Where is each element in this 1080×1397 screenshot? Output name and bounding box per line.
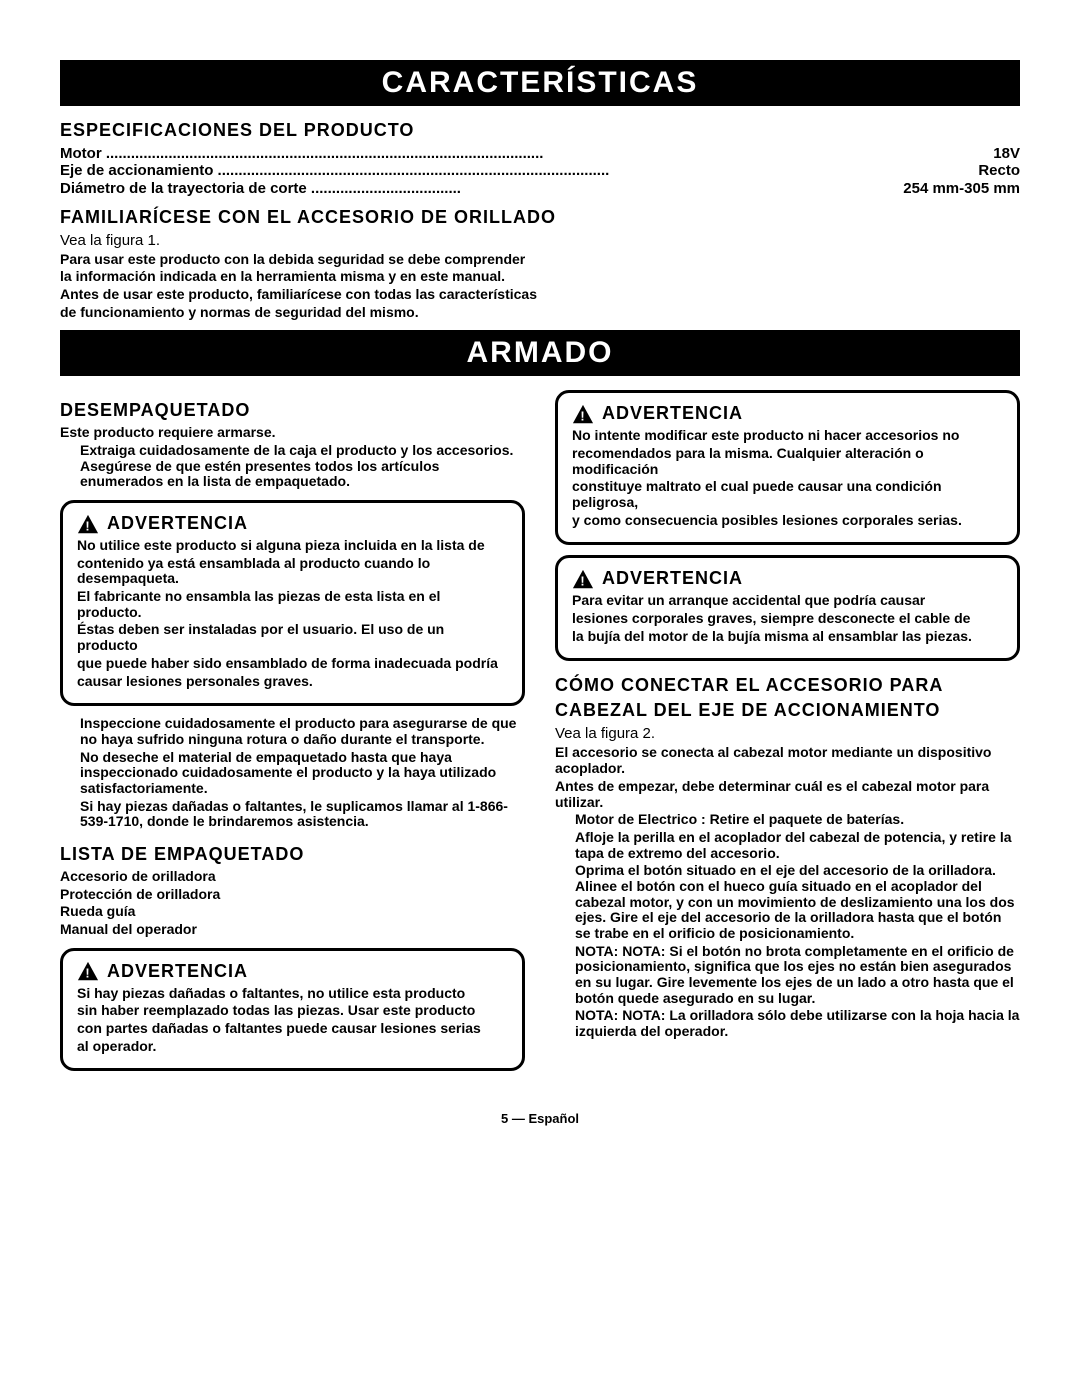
list-item: Si hay piezas dañadas o faltantes, le su… (80, 799, 525, 830)
svg-text:!: ! (85, 518, 90, 533)
conn-intro1: El accesorio se conecta al cabezal motor… (555, 745, 1020, 776)
list-item: No deseche el material de empaquetado ha… (80, 750, 525, 797)
list-item: Oprima el botón situado en el eje del ac… (575, 863, 1020, 941)
desemp-intro: Este producto requiere armarse. (60, 425, 525, 441)
spec-label: Motor ..................................… (60, 145, 543, 162)
page-number: 5 — Español (60, 1111, 1020, 1126)
famil-heading: FAMILIARÍCESE CON EL ACCESORIO DE ORILLA… (60, 207, 1020, 228)
famil-caption: Vea la figura 1. (60, 232, 1020, 250)
list-item: Rueda guía (60, 904, 525, 920)
section-bar-caracteristicas: CARACTERÍSTICAS (60, 60, 1020, 106)
famil-body: Para usar este producto con la debida se… (60, 252, 1020, 321)
warning-box: ! ADVERTENCIA Si hay piezas dañadas o fa… (60, 948, 525, 1072)
warning-triangle-icon: ! (77, 514, 99, 534)
spec-row: Diámetro de la trayectoria de corte ....… (60, 180, 1020, 197)
conn-heading-1: CÓMO CONECTAR EL ACCESORIO PARA (555, 675, 1020, 696)
conn-heading-2: CABEZAL DEL EJE DE ACCIONAMIENTO (555, 700, 1020, 721)
conn-intro2: Antes de empezar, debe determinar cuál e… (555, 779, 1020, 810)
warning-box: ! ADVERTENCIA No intente modificar este … (555, 390, 1020, 545)
spec-value: Recto (978, 162, 1020, 179)
list-item: Afloje la perilla en el acoplador del ca… (575, 830, 1020, 861)
warning-triangle-icon: ! (572, 404, 594, 424)
warning-title: ADVERTENCIA (107, 513, 248, 534)
list-item: NOTA: NOTA: La orilladora sólo debe util… (575, 1008, 1020, 1039)
spec-value: 254 mm-305 mm (903, 180, 1020, 197)
svg-text:!: ! (580, 573, 585, 588)
list-item: Accesorio de orilladora (60, 869, 525, 885)
warning-triangle-icon: ! (572, 569, 594, 589)
list-item: Motor de Electrico : Retire el paquete d… (575, 812, 1020, 828)
warning-triangle-icon: ! (77, 961, 99, 981)
conn-caption: Vea la figura 2. (555, 725, 1020, 743)
spec-row: Eje de accionamiento ...................… (60, 162, 1020, 179)
svg-text:!: ! (580, 408, 585, 423)
section-bar-armado: ARMADO (60, 330, 1020, 376)
list-item: Extraiga cuidadosamente de la caja el pr… (80, 443, 525, 490)
list-item: Inspeccione cuidadosamente el producto p… (80, 716, 525, 747)
warning-box: ! ADVERTENCIA Para evitar un arranque ac… (555, 555, 1020, 661)
right-column: ! ADVERTENCIA No intente modificar este … (555, 390, 1020, 1081)
left-column: DESEMPAQUETADO Este producto requiere ar… (60, 390, 525, 1081)
lista-heading: LISTA DE EMPAQUETADO (60, 844, 525, 865)
warning-title: ADVERTENCIA (602, 568, 743, 589)
spec-value: 18V (993, 145, 1020, 162)
warning-box: ! ADVERTENCIA No utilice este producto s… (60, 500, 525, 706)
spec-label: Diámetro de la trayectoria de corte ....… (60, 180, 461, 197)
list-item: Manual del operador (60, 922, 525, 938)
spec-label: Eje de accionamiento ...................… (60, 162, 609, 179)
list-item: Protección de orilladora (60, 887, 525, 903)
spec-row: Motor ..................................… (60, 145, 1020, 162)
svg-text:!: ! (85, 966, 90, 981)
specs-heading: ESPECIFICACIONES DEL PRODUCTO (60, 120, 1020, 141)
warning-title: ADVERTENCIA (602, 403, 743, 424)
warning-title: ADVERTENCIA (107, 961, 248, 982)
desemp-heading: DESEMPAQUETADO (60, 400, 525, 421)
list-item: NOTA: NOTA: Si el botón no brota complet… (575, 944, 1020, 1007)
